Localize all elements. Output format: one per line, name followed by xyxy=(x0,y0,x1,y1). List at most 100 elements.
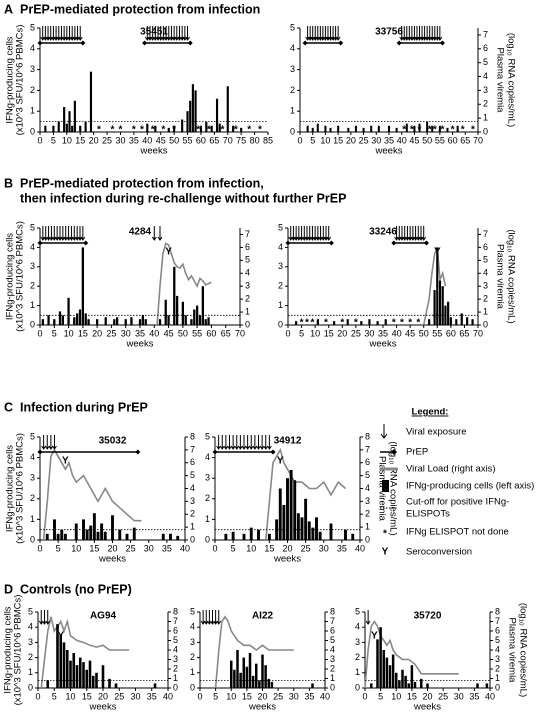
ifng-bar xyxy=(444,305,447,325)
ifng-bar xyxy=(190,319,193,325)
ifng-bar xyxy=(44,125,47,132)
legend-key-exposure xyxy=(380,424,388,439)
y2-axis-label: Plasma viremia xyxy=(494,244,505,310)
x-axis-label: weeks xyxy=(273,554,301,565)
ifng-bar xyxy=(316,319,319,325)
panel-title: AI22 xyxy=(252,611,274,622)
ifng-bar xyxy=(63,533,67,540)
x-tick-label: 15 xyxy=(82,691,92,701)
x-tick-label: 80 xyxy=(250,135,260,145)
exposure-arrow xyxy=(45,610,51,625)
x-tick-label: 30 xyxy=(371,135,381,145)
legend-text: IFNg-producing cells (left axis) xyxy=(406,481,534,492)
x-tick-label: 35 xyxy=(129,135,139,145)
legend-key-prep-end xyxy=(391,449,397,455)
y-tick-label: 2 xyxy=(190,652,195,662)
exposure-arrow xyxy=(219,435,225,450)
y2-axis-label: Plasma viremia xyxy=(506,618,517,684)
exposure-arrow xyxy=(266,435,272,450)
ifng-bar xyxy=(74,523,78,540)
not-done-star: * xyxy=(451,125,455,136)
x-tick-label: 35 xyxy=(384,135,394,145)
ifng-bar xyxy=(45,533,49,540)
ifng-bar xyxy=(351,533,355,540)
x-tick-label: 40 xyxy=(163,691,173,701)
x-tick-label: 40 xyxy=(142,135,152,145)
ifng-bar xyxy=(176,295,179,325)
not-done-star: * xyxy=(97,125,101,136)
y-axis-label: IFNg-producing cells xyxy=(5,233,16,320)
x-tick-label: 25 xyxy=(273,691,283,701)
ifng-bar xyxy=(92,513,96,540)
x-tick-label: 60 xyxy=(446,328,456,338)
ifng-bar xyxy=(346,319,349,325)
not-done-star: * xyxy=(258,125,262,136)
y-tick-label: 2 xyxy=(278,281,283,291)
y2-tick-label: 4 xyxy=(495,644,500,654)
ifng-bar xyxy=(257,529,260,540)
legend-title: Legend: xyxy=(412,407,449,418)
ifng-bar xyxy=(413,681,417,688)
not-done-star: * xyxy=(416,318,420,329)
ifng-bar xyxy=(75,665,79,688)
x-tick-label: 70 xyxy=(473,135,483,145)
not-done-star: * xyxy=(234,125,238,136)
y-tick-label: 2 xyxy=(290,85,295,95)
ifng-bar xyxy=(194,90,197,132)
not-done-star: * xyxy=(220,125,224,136)
prep-end xyxy=(423,240,429,246)
y2-tick-label: 7 xyxy=(483,229,488,239)
ifng-bar xyxy=(88,660,92,688)
y-axis-label: (x10^3 SFU/10^6 PBMCs) xyxy=(15,433,26,544)
y-tick-label: 1 xyxy=(355,667,360,677)
ifng-bar xyxy=(476,683,479,688)
x-tick-label: 70 xyxy=(235,328,245,338)
not-done-star: * xyxy=(392,318,396,329)
ifng-bar xyxy=(63,107,66,132)
ifng-bar xyxy=(267,678,270,688)
y-tick-label: 5 xyxy=(30,431,35,441)
exposure-arrow xyxy=(216,610,222,625)
ifng-bar xyxy=(413,125,416,132)
ifng-bar xyxy=(198,315,202,325)
y2-tick-label: 4 xyxy=(190,483,195,493)
section-title: PrEP-mediated protection from infection, xyxy=(20,176,264,190)
x-tick-label: 85 xyxy=(263,135,273,145)
y2-tick-label: 2 xyxy=(483,99,488,109)
y-tick-label: 5 xyxy=(30,22,35,32)
prep-end xyxy=(328,240,334,246)
y-tick-label: 1 xyxy=(278,300,283,310)
exposure-arrow xyxy=(44,435,50,450)
y-tick-label: 3 xyxy=(28,637,33,647)
ifng-bar xyxy=(173,125,176,132)
exposure-arrow xyxy=(365,610,371,625)
ifng-bar xyxy=(249,527,253,540)
not-done-star: * xyxy=(305,318,309,329)
ifng-bar xyxy=(278,488,282,540)
x-tick-label: 30 xyxy=(144,543,154,553)
ifng-bar xyxy=(447,301,450,325)
ifng-bar xyxy=(104,317,107,325)
seroconversion: Y xyxy=(62,456,69,467)
exposure-arrow xyxy=(326,226,332,241)
section-title: PrEP-mediated protection from infection xyxy=(20,2,260,16)
ifng-bar xyxy=(460,313,463,325)
y-tick-label: 4 xyxy=(355,622,360,632)
x-tick-label: 20 xyxy=(107,543,117,553)
y-tick-label: 0 xyxy=(205,534,210,544)
ifng-bar xyxy=(56,624,59,688)
ifng-bar xyxy=(65,650,69,688)
x-tick-label: 15 xyxy=(333,135,343,145)
x-tick-label: 15 xyxy=(242,691,252,701)
ifng-bar xyxy=(146,123,149,132)
ifng-bar xyxy=(181,119,184,132)
ifng-bar xyxy=(53,519,56,540)
x-tick-label: 10 xyxy=(62,135,72,145)
ifng-bar xyxy=(125,533,129,540)
y-tick-label: 3 xyxy=(205,473,210,483)
ifng-bar xyxy=(96,319,99,325)
not-done-star: * xyxy=(196,125,200,136)
